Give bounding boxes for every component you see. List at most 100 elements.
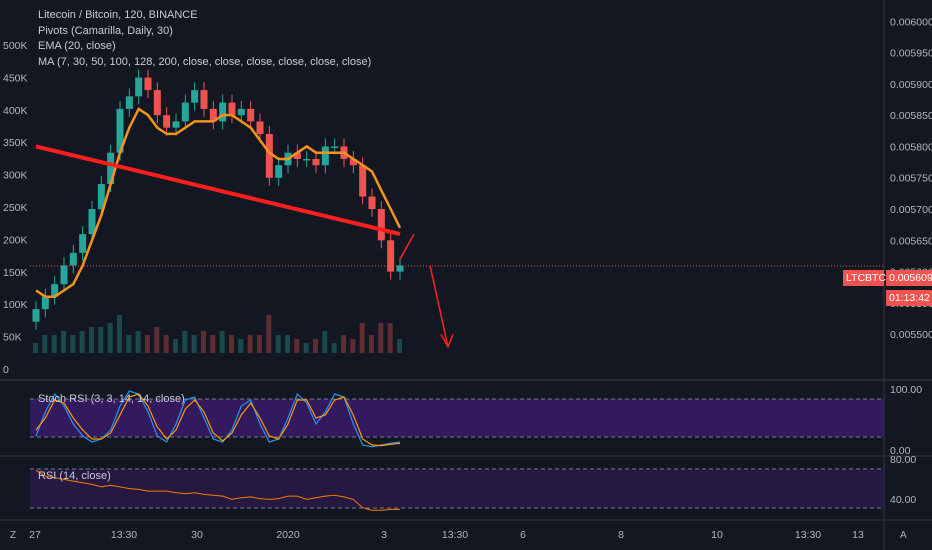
price-tick-label: 0.005650: [890, 235, 932, 247]
volume-tick-label: 250K: [3, 202, 28, 214]
time-tick-label: 13:30: [795, 529, 821, 541]
stoch-rsi-label[interactable]: Stoch RSI (3, 3, 14, 14, close): [38, 393, 185, 405]
price-tick-label: 0.005950: [890, 48, 932, 60]
volume-bar: [42, 335, 48, 353]
candle-body: [69, 252, 77, 266]
volume-bar: [247, 335, 253, 353]
price-tick-label: 0.005850: [890, 110, 932, 122]
ema-line: [35, 107, 402, 298]
rsi-label[interactable]: RSI (14, close): [38, 470, 111, 482]
volume-bar: [107, 323, 113, 353]
candle-body: [163, 115, 171, 128]
candle-body: [293, 152, 301, 159]
candle-body: [237, 108, 245, 116]
stoch-tick-label: 0.00: [890, 445, 911, 457]
volume-tick-label: 200K: [3, 234, 28, 246]
volume-bar: [182, 331, 188, 353]
time-tick-label: 6: [520, 529, 526, 541]
price-tick-label: 0.005700: [890, 204, 932, 216]
countdown-tag: 01:13:42: [886, 290, 932, 306]
volume-tick-label: 450K: [3, 72, 28, 84]
volume-bar: [126, 335, 132, 353]
volume-bar: [331, 343, 337, 353]
candle-body: [331, 146, 339, 148]
price-tick-label: 0.006000: [890, 16, 932, 28]
time-tick-label: 10: [711, 529, 723, 541]
candle-body: [107, 152, 115, 184]
volume-bar: [33, 343, 38, 353]
candle-body: [97, 184, 105, 210]
volume-bar: [89, 327, 94, 353]
candle-body: [209, 108, 217, 122]
volume-bar: [285, 335, 290, 353]
price-tick-label: 0.005800: [890, 141, 932, 153]
rsi-band: [30, 469, 884, 508]
volume-tick-label: 0: [3, 364, 9, 376]
time-tick-label: 27: [29, 529, 41, 541]
time-tick-label: 30: [191, 529, 203, 541]
candle-body: [144, 77, 152, 91]
candle-body: [153, 90, 161, 116]
volume-tick-label: 100K: [3, 299, 28, 311]
arrowhead: [440, 333, 454, 349]
candle-body: [247, 108, 255, 122]
volume-tick-label: 400K: [3, 105, 28, 117]
candle-body: [396, 265, 404, 272]
projection-up-arrow: [399, 233, 415, 260]
candle-body: [191, 90, 199, 103]
volume-bar: [238, 339, 244, 353]
volume-bar: [210, 335, 216, 353]
legend-ema[interactable]: EMA (20, close): [38, 40, 116, 52]
time-tick-label: 13:30: [111, 529, 137, 541]
chart-legend: Litecoin / Bitcoin, 120, BINANCE Pivots …: [38, 8, 371, 70]
volume-bar: [79, 331, 85, 353]
time-tick-label: 13:30: [442, 529, 468, 541]
stoch-tick-label: 100.00: [890, 384, 922, 396]
time-tick-label: 3: [381, 529, 387, 541]
candle-body: [359, 165, 367, 197]
candle-body: [181, 102, 189, 122]
candle-body: [303, 158, 311, 161]
volume-tick-label: 350K: [3, 137, 28, 149]
candle-body: [60, 265, 68, 285]
volume-bar: [303, 343, 309, 353]
volume-bar: [294, 339, 300, 353]
volume-bar: [275, 335, 281, 353]
candle-body: [125, 96, 133, 109]
volume-bar: [359, 323, 365, 353]
candle-body: [321, 146, 329, 166]
legend-pivots[interactable]: Pivots (Camarilla, Daily, 30): [38, 24, 173, 37]
candle-body: [88, 209, 96, 235]
price-tick-label: 0.005500: [890, 329, 932, 341]
volume-tick-label: 150K: [3, 267, 28, 279]
volume-bar: [266, 315, 272, 353]
legend-symbol[interactable]: Litecoin / Bitcoin, 120, BINANCE: [38, 9, 198, 21]
volume-bar: [98, 327, 104, 353]
volume-bar: [154, 327, 160, 353]
time-tick-label: 13: [852, 529, 864, 541]
volume-bar: [173, 339, 178, 353]
legend-ma[interactable]: MA (7, 30, 50, 100, 128, 200, close, clo…: [38, 55, 372, 68]
volume-bar: [117, 315, 122, 353]
volume-bar: [201, 331, 206, 353]
price-tick-label: 0.005750: [890, 173, 932, 185]
zoom-icon[interactable]: Z: [10, 530, 16, 541]
volume-tick-label: 500K: [3, 40, 28, 52]
candle-body: [377, 209, 385, 241]
volume-bar: [61, 331, 66, 353]
candle-body: [172, 121, 180, 128]
stoch-k-line: [35, 390, 401, 448]
auto-scale-icon[interactable]: A: [900, 530, 907, 541]
stoch-d-line: [35, 393, 401, 447]
candle-body: [51, 284, 59, 297]
volume-bar: [70, 335, 76, 353]
volume-bar: [341, 335, 346, 353]
candle-body: [312, 158, 320, 166]
rsi-line: [35, 469, 400, 511]
volume-tick-label: 50K: [3, 332, 22, 344]
candle-body: [79, 234, 87, 253]
volume-bar: [191, 335, 197, 353]
volume-bar: [322, 331, 328, 353]
